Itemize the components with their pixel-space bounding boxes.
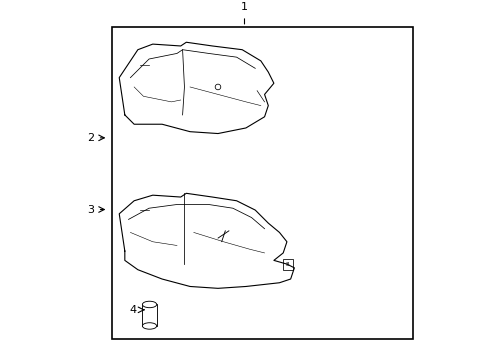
Text: 4: 4 xyxy=(130,305,137,315)
Ellipse shape xyxy=(142,323,156,329)
FancyBboxPatch shape xyxy=(283,258,292,270)
FancyBboxPatch shape xyxy=(112,27,412,338)
Text: 1: 1 xyxy=(241,3,247,13)
Ellipse shape xyxy=(142,301,156,308)
Text: 2: 2 xyxy=(87,133,94,143)
Text: 3: 3 xyxy=(87,204,94,215)
Text: 8: 8 xyxy=(285,262,289,267)
FancyBboxPatch shape xyxy=(142,305,156,326)
